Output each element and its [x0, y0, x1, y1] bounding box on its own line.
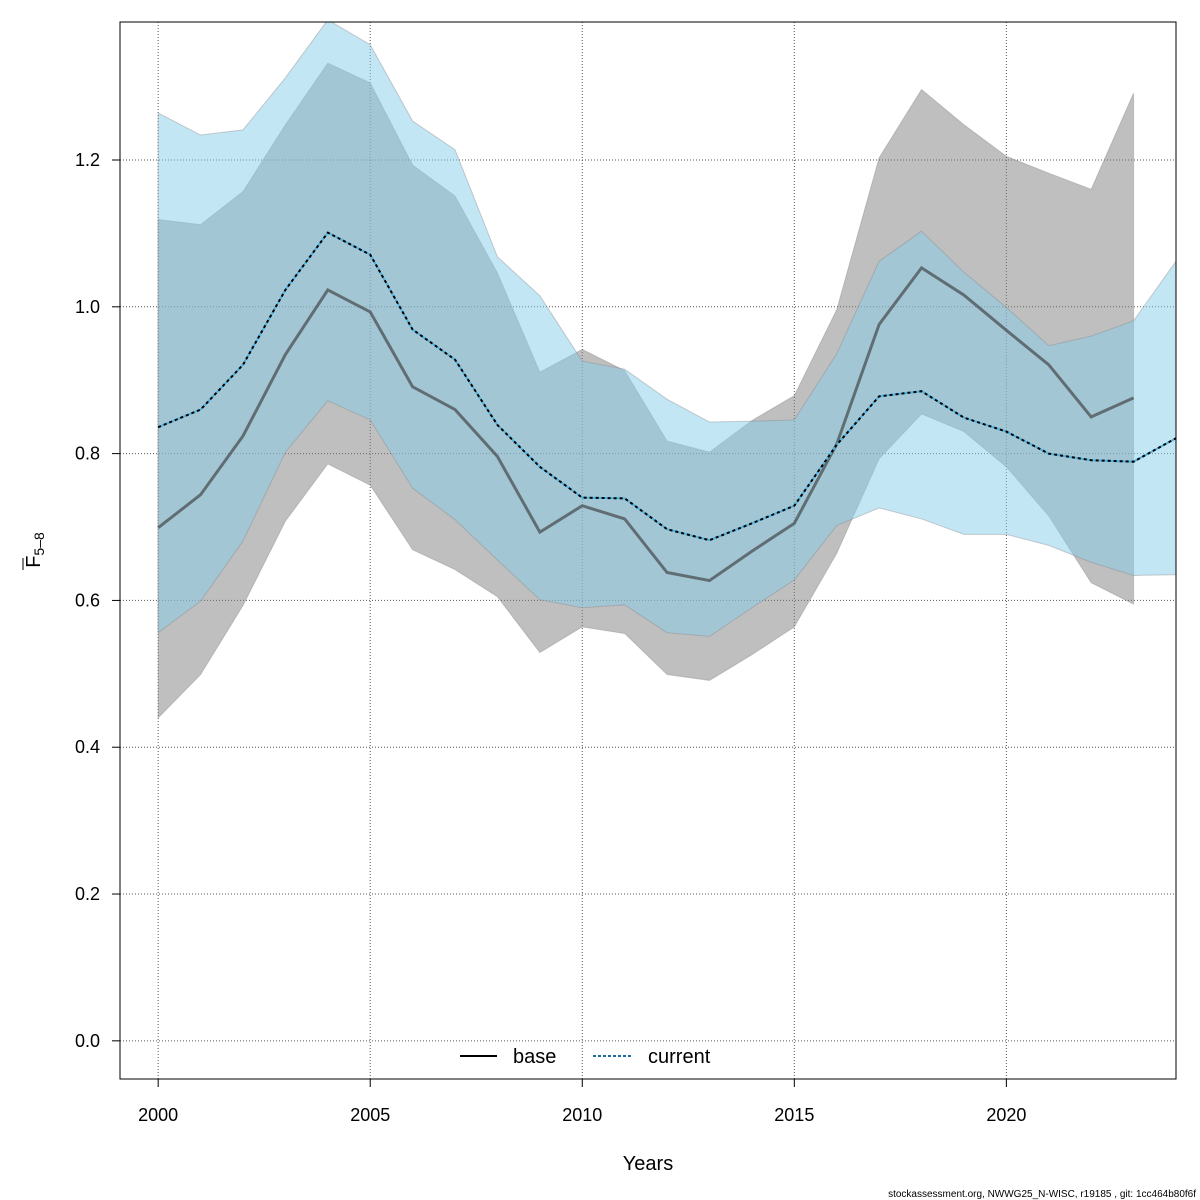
- line-current: [157, 231, 1176, 542]
- y-label-sub: 5–8: [31, 532, 47, 556]
- footer-text: stockassessment.org, NWWG25_N-WISC, r191…: [888, 1189, 1196, 1200]
- legend-current-label: current: [648, 1046, 711, 1068]
- line-base: [157, 265, 1135, 583]
- band-current: [157, 22, 1176, 637]
- y-tick-label: 0.0: [75, 1031, 100, 1051]
- y-tick-label: 1.0: [75, 297, 100, 317]
- x-axis-label: Years: [623, 1153, 673, 1175]
- x-tick-label: 2015: [774, 1105, 814, 1125]
- y-tick-label: 0.4: [75, 737, 100, 757]
- x-tick-label: 2010: [562, 1105, 602, 1125]
- plot-frame: [119, 21, 1177, 1080]
- y-tick-label: 0.2: [75, 884, 100, 904]
- y-label-main: F: [23, 556, 45, 568]
- x-tick-label: 2000: [138, 1105, 178, 1125]
- svg-text:F5–8: F5–8: [23, 532, 47, 568]
- y-tick-label: 1.2: [75, 150, 100, 170]
- lines: [157, 231, 1176, 583]
- bands: [157, 22, 1176, 720]
- y-axis-label: F5–8: [22, 532, 47, 570]
- x-tick-label: 2005: [350, 1105, 390, 1125]
- y-tick-label: 0.8: [75, 444, 100, 464]
- y-tick-label: 0.6: [75, 590, 100, 610]
- legend-base-label: base: [513, 1046, 556, 1068]
- legend: base current: [460, 1046, 711, 1068]
- axes: 2000 2005 2010 2015 2020 0.0 0.2 0.4 0.6 0.8 1.0 1.…: [75, 150, 1026, 1125]
- x-tick-label: 2020: [986, 1105, 1026, 1125]
